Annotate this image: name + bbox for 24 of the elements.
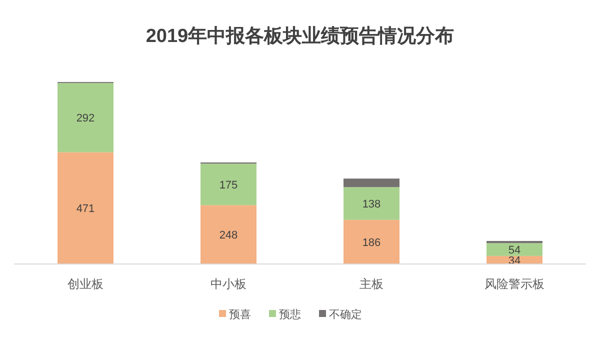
legend-label: 不确定 bbox=[329, 308, 362, 321]
bar bbox=[486, 240, 542, 244]
x-tick-label: 创业板 bbox=[68, 277, 104, 291]
legend-label: 预喜 bbox=[229, 308, 251, 321]
bar bbox=[200, 205, 256, 264]
data-label: 175 bbox=[219, 179, 238, 192]
data-label: 186 bbox=[362, 236, 381, 249]
chart-title: 2019年中报各板块业绩预告情况分布 bbox=[146, 25, 454, 47]
bar bbox=[486, 243, 542, 256]
bar bbox=[200, 164, 256, 206]
x-tick-label: 主板 bbox=[360, 277, 384, 291]
x-tick-label: 中小板 bbox=[210, 277, 246, 291]
bar bbox=[344, 187, 400, 220]
bar bbox=[58, 82, 114, 152]
data-label: 54 bbox=[508, 244, 521, 257]
bar bbox=[58, 152, 114, 264]
data-label: 248 bbox=[219, 230, 238, 242]
x-tick-label: 风险警示板 bbox=[484, 277, 544, 291]
data-label: 138 bbox=[362, 198, 381, 210]
bar bbox=[344, 220, 400, 264]
data-label: 471 bbox=[76, 203, 95, 216]
bar bbox=[344, 178, 400, 188]
data-label: 292 bbox=[76, 112, 95, 125]
legend-label: 预悲 bbox=[279, 308, 301, 321]
